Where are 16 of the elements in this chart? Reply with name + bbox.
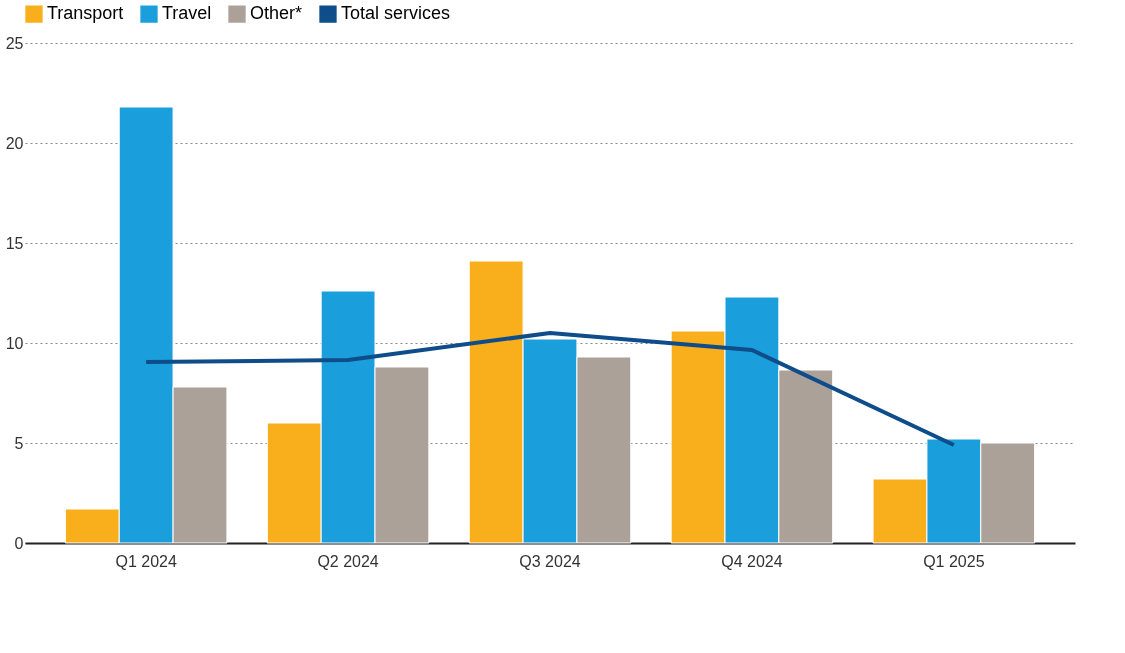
legend-label: Total services [341,3,451,24]
y-tick-label: 20 [5,134,24,152]
y-tick-label: 0 [14,534,24,552]
y-tick-label: 5 [14,434,24,452]
y-tick-label: 10 [5,334,24,352]
y-tick-label: 15 [5,234,24,252]
x-tick-label: Q1 2024 [115,552,177,570]
legend-label: Transport [47,3,124,24]
legend-label: Travel [162,3,212,24]
x-tick-label: Q2 2024 [317,552,379,570]
line-series [144,331,956,447]
y-tick-label: 25 [5,34,24,52]
x-tick-label: Q3 2024 [519,552,581,570]
legend-label: Other* [250,3,303,24]
x-tick-label: Q1 2025 [923,552,985,570]
x-tick-label: Q4 2024 [721,552,783,570]
